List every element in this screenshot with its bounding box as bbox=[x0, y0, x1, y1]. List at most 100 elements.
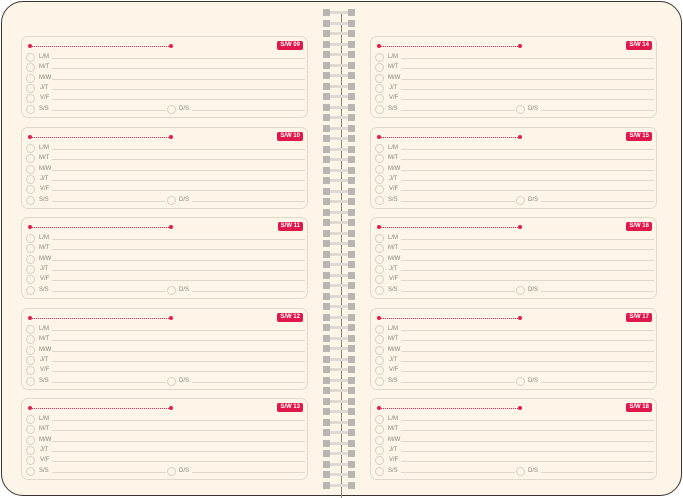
checkbox-circle[interactable] bbox=[375, 456, 384, 465]
checkbox-circle[interactable] bbox=[375, 175, 384, 184]
checkbox-circle[interactable] bbox=[167, 196, 176, 205]
checkbox-circle[interactable] bbox=[26, 74, 35, 83]
entry-line[interactable] bbox=[541, 201, 654, 202]
checkbox-circle[interactable] bbox=[375, 255, 384, 264]
checkbox-circle[interactable] bbox=[375, 185, 384, 194]
checkbox-circle[interactable] bbox=[516, 467, 525, 476]
checkbox-circle[interactable] bbox=[375, 63, 384, 72]
checkbox-circle[interactable] bbox=[26, 425, 35, 434]
checkbox-circle[interactable] bbox=[516, 105, 525, 114]
entry-line[interactable] bbox=[52, 420, 305, 421]
checkbox-circle[interactable] bbox=[26, 446, 35, 455]
entry-line[interactable] bbox=[52, 110, 166, 111]
checkbox-circle[interactable] bbox=[375, 415, 384, 424]
checkbox-circle[interactable] bbox=[375, 105, 384, 114]
entry-line[interactable] bbox=[401, 330, 654, 331]
entry-line[interactable] bbox=[52, 382, 166, 383]
checkbox-circle[interactable] bbox=[26, 105, 35, 114]
entry-line[interactable] bbox=[52, 371, 305, 372]
checkbox-circle[interactable] bbox=[26, 63, 35, 72]
entry-line[interactable] bbox=[401, 110, 515, 111]
checkbox-circle[interactable] bbox=[375, 244, 384, 253]
checkbox-circle[interactable] bbox=[26, 467, 35, 476]
entry-line[interactable] bbox=[401, 149, 654, 150]
checkbox-circle[interactable] bbox=[375, 165, 384, 174]
checkbox-circle[interactable] bbox=[167, 105, 176, 114]
entry-line[interactable] bbox=[52, 472, 166, 473]
checkbox-circle[interactable] bbox=[26, 286, 35, 295]
entry-line[interactable] bbox=[52, 239, 305, 240]
checkbox-circle[interactable] bbox=[26, 366, 35, 375]
entry-line[interactable] bbox=[401, 99, 654, 100]
checkbox-circle[interactable] bbox=[375, 325, 384, 334]
entry-line[interactable] bbox=[401, 68, 654, 69]
checkbox-circle[interactable] bbox=[26, 275, 35, 284]
checkbox-circle[interactable] bbox=[375, 144, 384, 153]
checkbox-circle[interactable] bbox=[26, 196, 35, 205]
checkbox-circle[interactable] bbox=[375, 196, 384, 205]
checkbox-circle[interactable] bbox=[26, 436, 35, 445]
checkbox-circle[interactable] bbox=[26, 144, 35, 153]
entry-line[interactable] bbox=[52, 430, 305, 431]
entry-line[interactable] bbox=[401, 340, 654, 341]
checkbox-circle[interactable] bbox=[375, 377, 384, 386]
checkbox-circle[interactable] bbox=[167, 286, 176, 295]
entry-line[interactable] bbox=[401, 190, 654, 191]
checkbox-circle[interactable] bbox=[375, 53, 384, 62]
checkbox-circle[interactable] bbox=[26, 335, 35, 344]
entry-line[interactable] bbox=[401, 461, 654, 462]
checkbox-circle[interactable] bbox=[26, 346, 35, 355]
checkbox-circle[interactable] bbox=[516, 377, 525, 386]
entry-line[interactable] bbox=[192, 201, 305, 202]
entry-line[interactable] bbox=[401, 472, 515, 473]
entry-line[interactable] bbox=[401, 361, 654, 362]
entry-line[interactable] bbox=[52, 270, 305, 271]
entry-line[interactable] bbox=[401, 280, 654, 281]
entry-line[interactable] bbox=[52, 451, 305, 452]
checkbox-circle[interactable] bbox=[26, 415, 35, 424]
checkbox-circle[interactable] bbox=[375, 94, 384, 103]
entry-line[interactable] bbox=[401, 89, 654, 90]
entry-line[interactable] bbox=[52, 361, 305, 362]
entry-line[interactable] bbox=[52, 249, 305, 250]
checkbox-circle[interactable] bbox=[167, 467, 176, 476]
entry-line[interactable] bbox=[401, 291, 515, 292]
checkbox-circle[interactable] bbox=[167, 377, 176, 386]
entry-line[interactable] bbox=[541, 291, 654, 292]
entry-line[interactable] bbox=[52, 441, 305, 442]
entry-line[interactable] bbox=[401, 201, 515, 202]
entry-line[interactable] bbox=[401, 441, 654, 442]
entry-line[interactable] bbox=[401, 79, 654, 80]
entry-line[interactable] bbox=[541, 472, 654, 473]
entry-line[interactable] bbox=[401, 382, 515, 383]
entry-line[interactable] bbox=[192, 291, 305, 292]
checkbox-circle[interactable] bbox=[375, 446, 384, 455]
entry-line[interactable] bbox=[52, 68, 305, 69]
checkbox-circle[interactable] bbox=[26, 356, 35, 365]
entry-line[interactable] bbox=[52, 201, 166, 202]
entry-line[interactable] bbox=[52, 89, 305, 90]
entry-line[interactable] bbox=[401, 270, 654, 271]
entry-line[interactable] bbox=[401, 260, 654, 261]
entry-line[interactable] bbox=[52, 190, 305, 191]
checkbox-circle[interactable] bbox=[26, 234, 35, 243]
entry-line[interactable] bbox=[52, 340, 305, 341]
entry-line[interactable] bbox=[52, 170, 305, 171]
checkbox-circle[interactable] bbox=[26, 185, 35, 194]
checkbox-circle[interactable] bbox=[26, 265, 35, 274]
entry-line[interactable] bbox=[401, 239, 654, 240]
checkbox-circle[interactable] bbox=[516, 286, 525, 295]
checkbox-circle[interactable] bbox=[26, 53, 35, 62]
checkbox-circle[interactable] bbox=[26, 94, 35, 103]
checkbox-circle[interactable] bbox=[26, 175, 35, 184]
checkbox-circle[interactable] bbox=[26, 154, 35, 163]
checkbox-circle[interactable] bbox=[375, 74, 384, 83]
entry-line[interactable] bbox=[52, 99, 305, 100]
entry-line[interactable] bbox=[401, 430, 654, 431]
entry-line[interactable] bbox=[401, 58, 654, 59]
entry-line[interactable] bbox=[52, 461, 305, 462]
entry-line[interactable] bbox=[401, 420, 654, 421]
entry-line[interactable] bbox=[401, 249, 654, 250]
entry-line[interactable] bbox=[52, 351, 305, 352]
checkbox-circle[interactable] bbox=[375, 356, 384, 365]
